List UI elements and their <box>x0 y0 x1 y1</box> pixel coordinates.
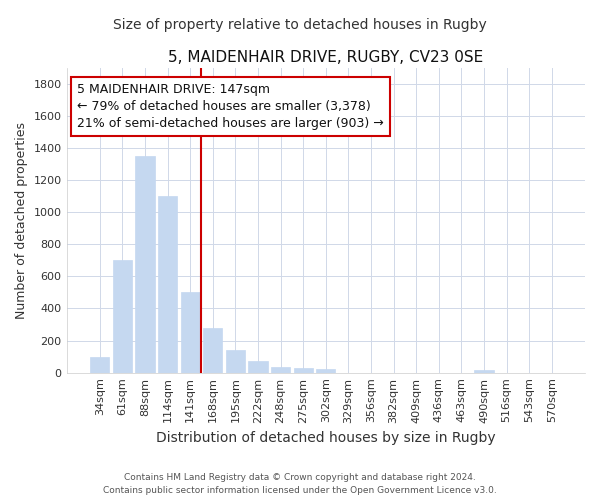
Bar <box>203 328 223 372</box>
Bar <box>293 368 313 372</box>
Bar <box>136 156 155 372</box>
Bar <box>248 362 268 372</box>
Bar <box>158 196 177 372</box>
Bar <box>226 350 245 372</box>
Text: Contains HM Land Registry data © Crown copyright and database right 2024.
Contai: Contains HM Land Registry data © Crown c… <box>103 474 497 495</box>
Bar <box>316 370 335 372</box>
Bar <box>90 356 109 372</box>
X-axis label: Distribution of detached houses by size in Rugby: Distribution of detached houses by size … <box>156 431 496 445</box>
Bar <box>271 367 290 372</box>
Bar <box>475 370 494 372</box>
Y-axis label: Number of detached properties: Number of detached properties <box>15 122 28 318</box>
Bar <box>113 260 132 372</box>
Text: 5 MAIDENHAIR DRIVE: 147sqm
← 79% of detached houses are smaller (3,378)
21% of s: 5 MAIDENHAIR DRIVE: 147sqm ← 79% of deta… <box>77 83 383 130</box>
Bar <box>181 292 200 372</box>
Text: Size of property relative to detached houses in Rugby: Size of property relative to detached ho… <box>113 18 487 32</box>
Title: 5, MAIDENHAIR DRIVE, RUGBY, CV23 0SE: 5, MAIDENHAIR DRIVE, RUGBY, CV23 0SE <box>168 50 484 65</box>
